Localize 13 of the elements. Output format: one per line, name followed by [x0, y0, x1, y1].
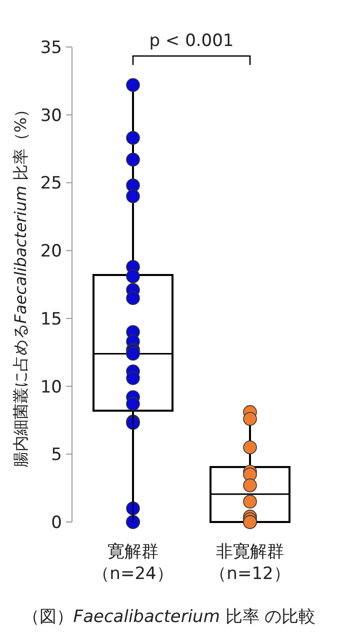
- y-axis-title: 腸内細菌叢に占めるFaecalibacterium 比率（%）: [11, 101, 30, 468]
- annotation: p < 0.001: [149, 31, 234, 51]
- text: （図）Faecalibacterium 比率 の比較: [22, 607, 316, 627]
- x-tick-label: 非寛解群（n=12）: [210, 542, 290, 584]
- y-tick-label: 0: [51, 513, 62, 533]
- y-tick-label: 30: [40, 106, 62, 126]
- y-tick-label: 25: [40, 174, 62, 194]
- y-tick-label: 5: [51, 445, 62, 466]
- x-tick-label: 寛解群（n=24）: [92, 542, 174, 584]
- y-tick-label: 35: [40, 38, 62, 58]
- y-tick-label: 10: [40, 377, 62, 398]
- y-tick-label: 20: [40, 242, 62, 262]
- y-tick-label: 15: [40, 309, 62, 330]
